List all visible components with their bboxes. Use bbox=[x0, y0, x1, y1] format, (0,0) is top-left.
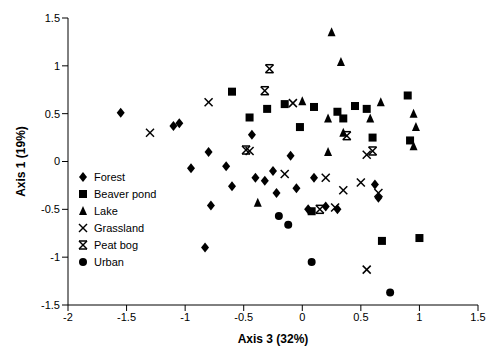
html-text:Forest: Forest bbox=[94, 170, 126, 183]
svg-text:-1: -1 bbox=[180, 311, 190, 323]
svg-text:Axis 3 (32%): Axis 3 (32%) bbox=[238, 332, 309, 346]
html-text:Beaver pond: Beaver pond bbox=[94, 187, 157, 200]
svg-text:0.5: 0.5 bbox=[45, 108, 60, 120]
svg-text:1: 1 bbox=[54, 60, 60, 72]
svg-text:-0.5: -0.5 bbox=[234, 311, 253, 323]
svg-text:0: 0 bbox=[54, 155, 60, 167]
html-text:Grassland: Grassland bbox=[94, 221, 145, 234]
svg-text:0.5: 0.5 bbox=[353, 311, 368, 323]
svg-text:-2: -2 bbox=[63, 311, 73, 323]
svg-text:1.5: 1.5 bbox=[45, 12, 60, 24]
svg-text:-1: -1 bbox=[50, 251, 60, 263]
html-text:Urban: Urban bbox=[94, 255, 124, 268]
svg-text:0: 0 bbox=[299, 311, 305, 323]
svg-text:-1.5: -1.5 bbox=[41, 299, 60, 311]
svg-text:1: 1 bbox=[416, 311, 422, 323]
svg-text:-1.5: -1.5 bbox=[117, 311, 136, 323]
svg-text:-0.5: -0.5 bbox=[41, 203, 60, 215]
svg-text:Axis 1 (19%): Axis 1 (19%) bbox=[14, 126, 28, 197]
html-text:Peat bog: Peat bog bbox=[94, 238, 138, 251]
html-text:Lake: Lake bbox=[94, 204, 118, 217]
svg-text:1.5: 1.5 bbox=[470, 311, 485, 323]
